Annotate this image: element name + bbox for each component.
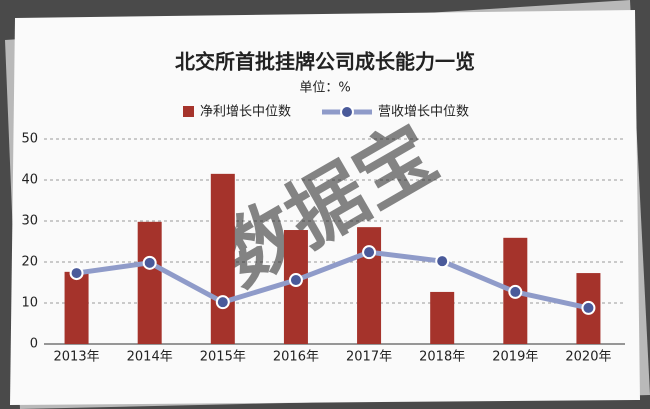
x-tick-label: 2020年 bbox=[565, 350, 611, 365]
line-point bbox=[435, 254, 450, 269]
y-tick-label: 20 bbox=[21, 255, 38, 270]
x-tick-label: 2013年 bbox=[54, 350, 100, 365]
line-point bbox=[215, 295, 230, 310]
chart-title: 北交所首批挂牌公司成长能力一览 bbox=[175, 50, 475, 74]
bar bbox=[137, 221, 162, 344]
bar bbox=[357, 227, 382, 344]
line-point bbox=[288, 273, 303, 288]
line-point bbox=[69, 266, 84, 281]
y-tick-label: 0 bbox=[30, 337, 38, 352]
y-tick-label: 50 bbox=[21, 132, 38, 147]
x-tick-label: 2014年 bbox=[127, 350, 173, 365]
bar bbox=[210, 173, 235, 344]
chart-subtitle: 单位：% bbox=[299, 81, 350, 96]
line-point bbox=[581, 300, 596, 315]
line-point bbox=[142, 255, 157, 270]
line bbox=[76, 249, 589, 311]
y-tick-label: 10 bbox=[21, 296, 38, 311]
legend-swatch bbox=[340, 105, 354, 119]
line-point bbox=[508, 284, 523, 299]
y-tick-label: 40 bbox=[21, 173, 38, 188]
y-tick-label: 30 bbox=[21, 214, 38, 229]
x-tick-label: 2016年 bbox=[273, 350, 319, 365]
bar bbox=[64, 271, 89, 344]
x-tick-label: 2015年 bbox=[200, 350, 246, 365]
x-tick-label: 2019年 bbox=[492, 350, 538, 365]
paper bbox=[10, 10, 640, 405]
legend-label: 净利增长中位数 bbox=[200, 105, 291, 120]
line-point bbox=[362, 245, 377, 260]
bar bbox=[430, 291, 455, 344]
x-tick-label: 2017年 bbox=[346, 350, 392, 365]
legend-swatch bbox=[183, 106, 194, 117]
legend-label: 营收增长中位数 bbox=[378, 105, 469, 120]
x-tick-label: 2018年 bbox=[419, 350, 465, 365]
